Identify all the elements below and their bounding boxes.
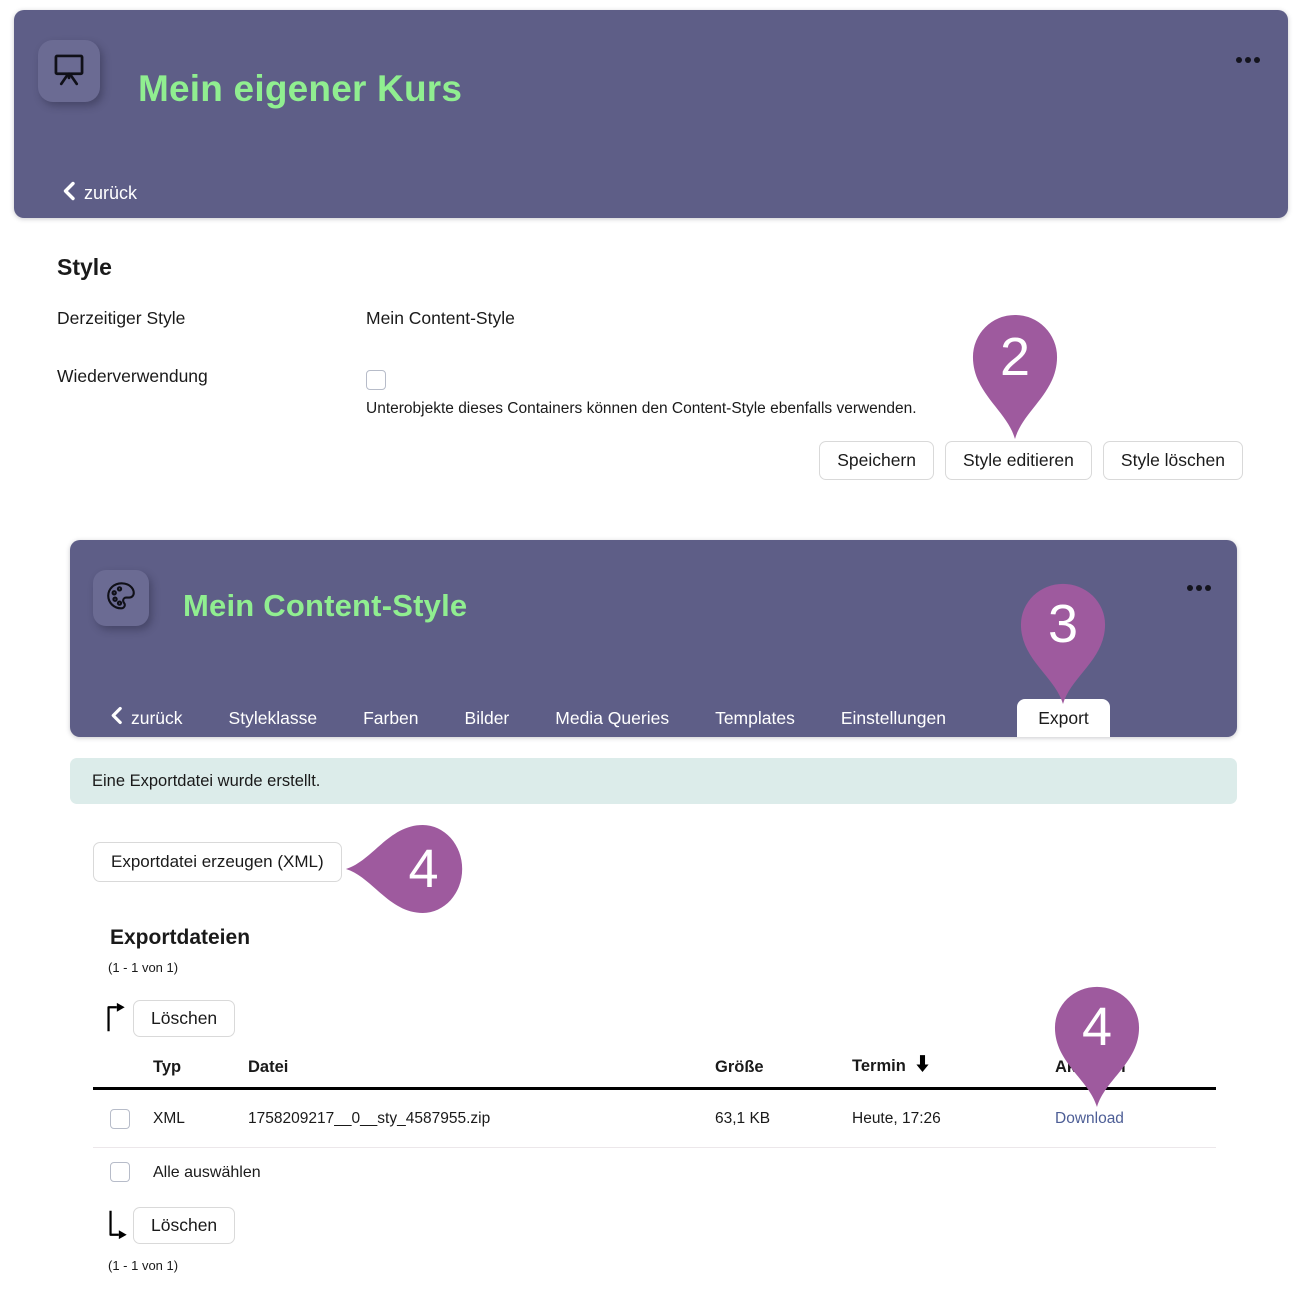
apply-to-selection-down-arrow-icon [105, 1209, 129, 1247]
tab-einstellungen[interactable]: Einstellungen [840, 707, 946, 728]
column-typ[interactable]: Typ [153, 1058, 182, 1076]
create-export-file-button[interactable]: Exportdatei erzeugen (XML) [93, 842, 342, 882]
select-all-checkbox[interactable] [110, 1162, 130, 1182]
export-files-heading: Exportdateien [110, 926, 251, 949]
course-header-card: Mein eigener Kurs zurück [14, 10, 1288, 218]
download-link[interactable]: Download [1055, 1109, 1124, 1127]
edit-style-button[interactable]: Style editieren [945, 441, 1092, 480]
delete-selected-bottom-button[interactable]: Löschen [133, 1207, 236, 1244]
tab-bilder[interactable]: Bilder [464, 707, 510, 728]
course-icon-tile [38, 40, 100, 102]
annotation-pin-step-2: 2 [971, 313, 1059, 440]
reuse-description: Unterobjekte dieses Containers können de… [366, 400, 917, 417]
course-back-link[interactable]: zurück [62, 181, 137, 206]
tab-export[interactable]: Export [1017, 699, 1110, 737]
row-typ: XML [153, 1109, 185, 1127]
delete-selected-top-button[interactable]: Löschen [133, 1000, 236, 1037]
row-termin: Heute, 17:26 [852, 1109, 941, 1127]
chevron-left-icon [110, 706, 123, 730]
style-back-label: zurück [131, 707, 183, 728]
export-files-table: Typ Datei Größe Termin Aktionen XML 1758… [93, 1050, 1216, 1148]
row-datei: 1758209217__0__sty_4587955.zip [248, 1109, 491, 1127]
style-form-buttons: Speichern Style editieren Style löschen [819, 441, 1243, 480]
course-back-label: zurück [84, 183, 138, 203]
annotation-number: 4 [408, 839, 439, 899]
course-actions-menu-icon[interactable] [1236, 57, 1260, 63]
style-icon-tile [93, 570, 149, 626]
column-termin[interactable]: Termin [852, 1055, 1055, 1087]
save-button[interactable]: Speichern [819, 441, 934, 480]
tab-templates[interactable]: Templates [715, 707, 795, 728]
course-title: Mein eigener Kurs [138, 68, 463, 109]
export-count-top: (1 - 1 von 1) [108, 960, 179, 975]
annotation-number: 2 [999, 326, 1031, 387]
style-title: Mein Content-Style [183, 588, 468, 623]
info-message-text: Eine Exportdatei wurde erstellt. [92, 771, 321, 790]
style-section-heading: Style [57, 254, 112, 280]
annotation-pin-step-3: 3 [1019, 582, 1107, 705]
delete-style-button[interactable]: Style löschen [1102, 441, 1243, 480]
reuse-label: Wiederverwendung [57, 366, 208, 386]
style-actions-menu-icon[interactable] [1187, 585, 1211, 591]
chevron-left-icon [62, 181, 76, 206]
table-header-row: Typ Datei Größe Termin Aktionen [93, 1050, 1216, 1090]
column-select [93, 1077, 153, 1087]
column-termin-label: Termin [852, 1056, 906, 1075]
row-checkbox[interactable] [110, 1108, 130, 1129]
current-style-label: Derzeitiger Style [57, 308, 186, 328]
annotation-pin-step-4-download: 4 [1053, 985, 1141, 1108]
annotation-pin-step-4-button: 4 [345, 823, 464, 915]
export-count-bottom: (1 - 1 von 1) [108, 1258, 179, 1273]
reuse-checkbox[interactable] [366, 370, 386, 390]
row-groesse: 63,1 KB [715, 1109, 771, 1127]
info-message: Eine Exportdatei wurde erstellt. [70, 758, 1237, 804]
palette-icon [104, 579, 138, 618]
style-back-tab[interactable]: zurück [110, 706, 183, 730]
annotation-number: 4 [1081, 997, 1113, 1058]
tab-farben[interactable]: Farben [363, 707, 419, 728]
select-all-label: Alle auswählen [153, 1164, 261, 1181]
apply-to-selection-up-arrow-icon [103, 1000, 127, 1038]
style-tab-bar: zurück Styleklasse Farben Bilder Media Q… [110, 699, 946, 737]
tab-media-queries[interactable]: Media Queries [555, 707, 670, 728]
presentation-board-icon [50, 50, 88, 93]
column-groesse[interactable]: Größe [715, 1058, 764, 1076]
annotation-number: 3 [1047, 594, 1079, 655]
sort-descending-icon [915, 1055, 930, 1077]
table-row: XML 1758209217__0__sty_4587955.zip 63,1 … [93, 1090, 1216, 1148]
current-style-value: Mein Content-Style [366, 308, 515, 328]
tab-styleklasse[interactable]: Styleklasse [228, 707, 318, 728]
column-datei[interactable]: Datei [248, 1058, 289, 1076]
